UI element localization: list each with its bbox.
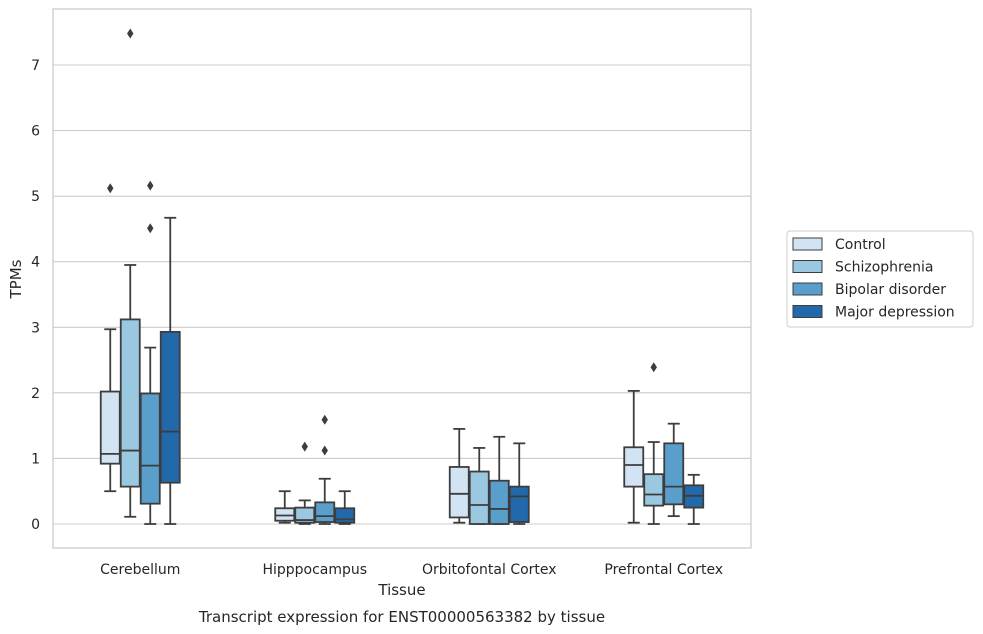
y-tick-labels: 0 1 2 3 4 5 6 7 <box>31 58 40 533</box>
box-major-depression <box>159 216 181 525</box>
legend-swatch <box>792 305 823 318</box>
y-tick-label: 0 <box>31 517 40 533</box>
legend-swatch <box>792 282 823 296</box>
y-tick-label: 4 <box>31 255 40 271</box>
box-bipolar-disorder <box>663 422 685 518</box>
outlier-marker <box>650 362 657 373</box>
box-body <box>119 318 141 488</box>
box-body <box>99 390 121 465</box>
legend-entry: Bipolar disorder <box>835 282 946 298</box>
x-tick-label: Orbitofontal Cortex <box>422 562 557 578</box>
box-bipolar-disorder <box>314 414 336 525</box>
y-tick-label: 2 <box>31 386 40 402</box>
outlier-marker <box>107 183 114 194</box>
y-tick-label: 5 <box>31 189 40 205</box>
outlier-marker <box>147 223 154 234</box>
legend-entry: Control <box>835 237 886 253</box>
box-bipolar-disorder <box>139 180 161 525</box>
x-tick-label: Cerebellum <box>100 562 180 578</box>
box-body <box>623 446 645 488</box>
legend: Control Schizophrenia Bipolar disorder Majo… <box>786 230 974 328</box>
outlier-marker <box>127 28 134 39</box>
outlier-marker <box>321 414 328 425</box>
y-tick-label: 1 <box>31 451 40 467</box>
x-axis-label: Tissue <box>377 581 425 599</box>
box-body <box>448 466 470 519</box>
chart-caption: Transcript expression for ENST0000056338… <box>198 608 605 626</box>
box-schizophrenia <box>468 447 490 525</box>
category-group <box>274 414 356 525</box>
box-schizophrenia <box>119 28 141 518</box>
box-control <box>448 428 470 524</box>
box-schizophrenia <box>643 362 665 525</box>
outlier-marker <box>321 445 328 456</box>
category-group <box>99 28 181 525</box>
box-body <box>468 470 490 525</box>
y-tick-label: 3 <box>31 320 40 336</box>
category-group <box>448 428 530 525</box>
legend-entry: Major depression <box>835 305 955 321</box>
legend-swatch <box>792 237 823 251</box>
box-schizophrenia <box>294 441 316 525</box>
legend-entry: Schizophrenia <box>835 260 933 276</box>
box-control <box>274 490 296 524</box>
box-body <box>314 501 336 523</box>
box-body <box>508 485 530 523</box>
box-control <box>99 183 121 493</box>
x-tick-label: Prefrontal Cortex <box>604 562 723 578</box>
x-tick-labels: Cerebellum Hipppocampus Orbitofontal Corte… <box>100 562 723 578</box>
plot-frame <box>52 8 752 549</box>
y-axis-label: TPMs <box>7 259 25 299</box>
y-tick-label: 6 <box>31 124 40 140</box>
box-groups <box>99 28 705 525</box>
box-control <box>623 389 645 524</box>
outlier-marker <box>147 180 154 191</box>
box-body <box>663 442 685 506</box>
legend-frame <box>786 230 974 328</box>
box-body <box>643 473 665 507</box>
box-major-depression <box>508 442 530 525</box>
outlier-marker <box>301 441 308 452</box>
box-body <box>139 392 161 505</box>
box-major-depression <box>683 473 705 525</box>
legend-swatch <box>792 260 823 273</box>
box-body <box>294 506 316 524</box>
box-body <box>334 507 356 524</box>
x-tick-label: Hipppocampus <box>262 562 367 578</box>
box-major-depression <box>334 490 356 525</box>
category-group <box>623 362 705 525</box>
box-bipolar-disorder <box>488 435 510 525</box>
box-body <box>274 507 296 522</box>
y-tick-label: 7 <box>31 58 40 74</box>
box-body <box>159 330 181 484</box>
box-body <box>488 479 510 525</box>
